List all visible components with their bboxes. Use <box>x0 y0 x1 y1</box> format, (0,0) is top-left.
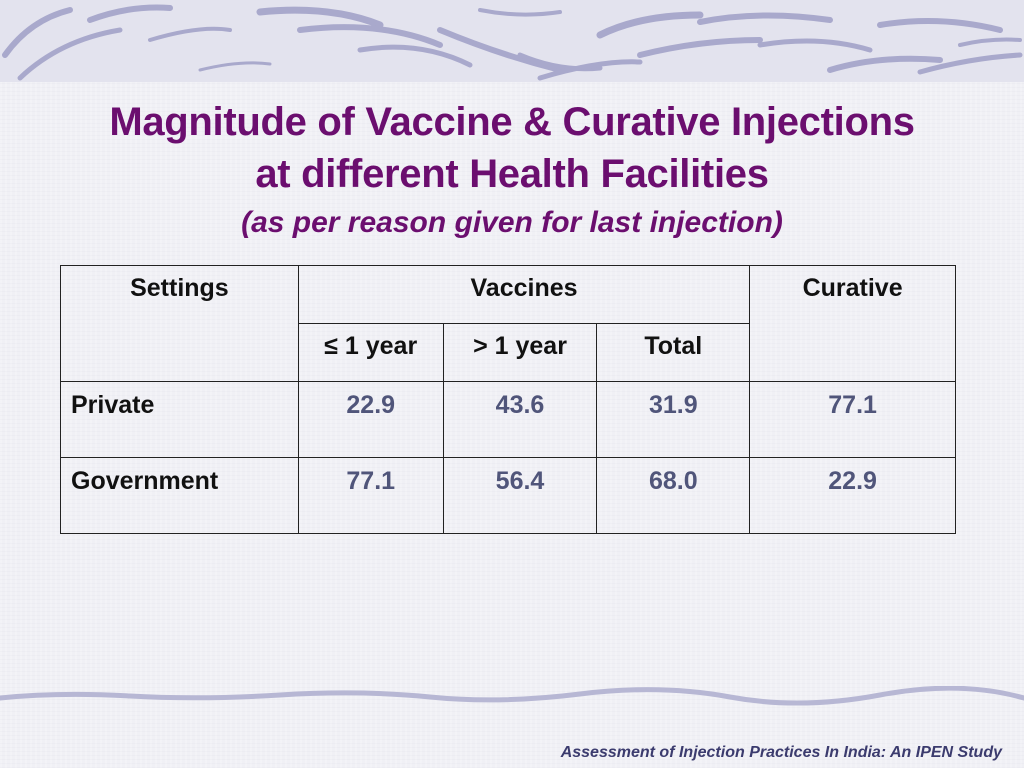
slide-title-line-1: Magnitude of Vaccine & Curative Injectio… <box>109 100 915 144</box>
header-total: Total <box>596 323 751 382</box>
slide-subtitle: (as per reason given for last injection) <box>241 206 783 239</box>
cell-curative: 77.1 <box>749 381 956 458</box>
row-setting-label: Government <box>60 457 299 534</box>
decorative-banner <box>0 0 1024 82</box>
slide-footer: Assessment of Injection Practices In Ind… <box>560 744 1002 761</box>
injections-table: Settings Vaccines Curative ≤ 1 year > 1 … <box>60 265 956 534</box>
cell-total: 31.9 <box>596 381 751 458</box>
wave-divider-icon <box>0 685 1024 706</box>
cell-gt-1-year: 43.6 <box>442 381 598 458</box>
table-row: Government 77.1 56.4 68.0 22.9 <box>60 457 956 534</box>
row-setting-label: Private <box>60 381 299 458</box>
header-settings: Settings <box>60 265 299 382</box>
header-vaccines: Vaccines <box>297 265 751 324</box>
slide-title-line-2: at different Health Facilities <box>255 152 769 196</box>
decorative-divider <box>0 685 1024 708</box>
slide-title-block: Magnitude of Vaccine & Curative Injectio… <box>0 96 1024 244</box>
cell-curative: 22.9 <box>749 457 956 534</box>
header-le-1-year: ≤ 1 year <box>297 323 444 382</box>
header-gt-1-year: > 1 year <box>442 323 598 382</box>
header-curative: Curative <box>749 265 956 382</box>
cell-le-1-year: 77.1 <box>297 457 444 534</box>
table-subheader-row: ≤ 1 year > 1 year Total <box>61 323 956 382</box>
cell-le-1-year: 22.9 <box>297 381 444 458</box>
cell-total: 68.0 <box>596 457 751 534</box>
table-header-row: Settings Vaccines Curative <box>60 265 956 382</box>
cell-gt-1-year: 56.4 <box>442 457 598 534</box>
swirl-pattern-icon <box>2 4 1023 81</box>
table-row: Private 22.9 43.6 31.9 77.1 <box>60 381 956 458</box>
